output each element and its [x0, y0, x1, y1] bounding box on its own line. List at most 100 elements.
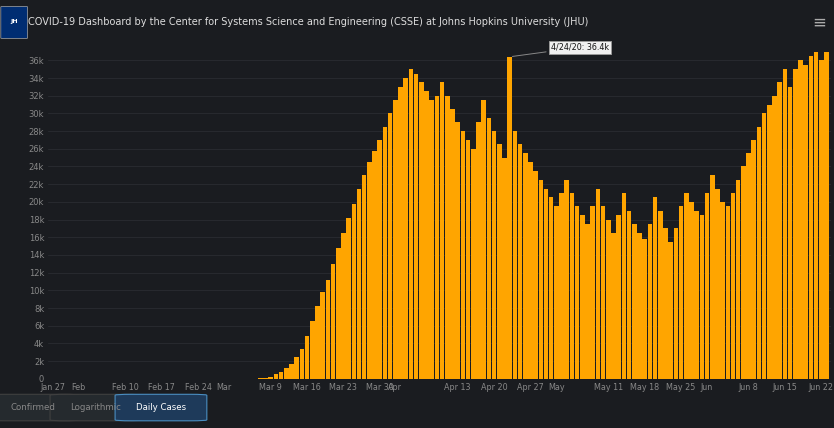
Bar [310, 321, 314, 379]
Bar [663, 229, 668, 379]
Bar [803, 65, 808, 379]
Bar [440, 83, 445, 379]
Bar [393, 100, 398, 379]
Bar [284, 368, 289, 379]
Text: Confirmed: Confirmed [11, 403, 56, 412]
Bar [367, 162, 372, 379]
Bar [585, 224, 590, 379]
Bar [798, 60, 803, 379]
Bar [772, 96, 776, 379]
Bar [627, 211, 631, 379]
Bar [289, 364, 294, 379]
Bar [486, 118, 491, 379]
FancyBboxPatch shape [1, 6, 28, 39]
Bar [362, 175, 366, 379]
FancyBboxPatch shape [0, 394, 79, 421]
Bar [294, 357, 299, 379]
Bar [513, 131, 517, 379]
Bar [304, 336, 309, 379]
Bar [824, 51, 829, 379]
Bar [637, 233, 642, 379]
Bar [565, 180, 569, 379]
Bar [616, 215, 621, 379]
Bar [269, 377, 273, 379]
Bar [788, 87, 792, 379]
Bar [341, 233, 346, 379]
Bar [814, 51, 818, 379]
Text: 4/24/20: 36.4k: 4/24/20: 36.4k [512, 43, 610, 56]
Bar [756, 127, 761, 379]
Bar [258, 378, 263, 379]
Bar [590, 206, 595, 379]
Bar [425, 91, 429, 379]
Bar [445, 96, 450, 379]
Text: ≡: ≡ [811, 13, 826, 32]
Bar [611, 233, 615, 379]
Bar [554, 206, 559, 379]
Bar [809, 56, 813, 379]
Text: COVID-19 Dashboard by the Center for Systems Science and Engineering (CSSE) at J: COVID-19 Dashboard by the Center for Sys… [28, 18, 588, 27]
Bar [336, 248, 340, 379]
Bar [481, 100, 486, 379]
Bar [274, 374, 279, 379]
Bar [695, 211, 699, 379]
Bar [419, 83, 424, 379]
Bar [497, 144, 501, 379]
Bar [653, 197, 657, 379]
Bar [658, 211, 662, 379]
Bar [502, 158, 507, 379]
Bar [777, 83, 782, 379]
Bar [762, 113, 766, 379]
Bar [357, 189, 361, 379]
Bar [476, 122, 480, 379]
Bar [674, 229, 678, 379]
Bar [399, 87, 403, 379]
Bar [793, 69, 797, 379]
Bar [450, 109, 455, 379]
Bar [689, 202, 694, 379]
Bar [435, 96, 440, 379]
Bar [404, 78, 408, 379]
Bar [570, 193, 575, 379]
Bar [279, 372, 284, 379]
Bar [471, 149, 475, 379]
Bar [299, 349, 304, 379]
Bar [731, 193, 736, 379]
Bar [455, 122, 460, 379]
Bar [430, 100, 434, 379]
Bar [710, 175, 715, 379]
Bar [741, 166, 746, 379]
Bar [518, 144, 522, 379]
Bar [372, 151, 377, 379]
Bar [539, 180, 543, 379]
Bar [383, 127, 387, 379]
Bar [684, 193, 689, 379]
Bar [621, 193, 626, 379]
Bar [544, 189, 548, 379]
Bar [668, 242, 673, 379]
FancyBboxPatch shape [115, 394, 207, 421]
Bar [466, 140, 470, 379]
Bar [528, 162, 533, 379]
Bar [595, 189, 600, 379]
Bar [560, 193, 564, 379]
Bar [549, 197, 554, 379]
Bar [331, 264, 335, 379]
Bar [388, 113, 393, 379]
Bar [315, 306, 319, 379]
Bar [705, 193, 710, 379]
Bar [264, 377, 268, 379]
Bar [460, 131, 465, 379]
Bar [632, 224, 636, 379]
Bar [819, 60, 824, 379]
Bar [575, 206, 580, 379]
Text: Daily Cases: Daily Cases [136, 403, 186, 412]
Bar [736, 180, 741, 379]
Bar [679, 206, 683, 379]
Text: Logarithmic: Logarithmic [70, 403, 122, 412]
Bar [782, 69, 787, 379]
Bar [580, 215, 585, 379]
Bar [409, 69, 413, 379]
Bar [606, 220, 610, 379]
Bar [507, 57, 512, 379]
